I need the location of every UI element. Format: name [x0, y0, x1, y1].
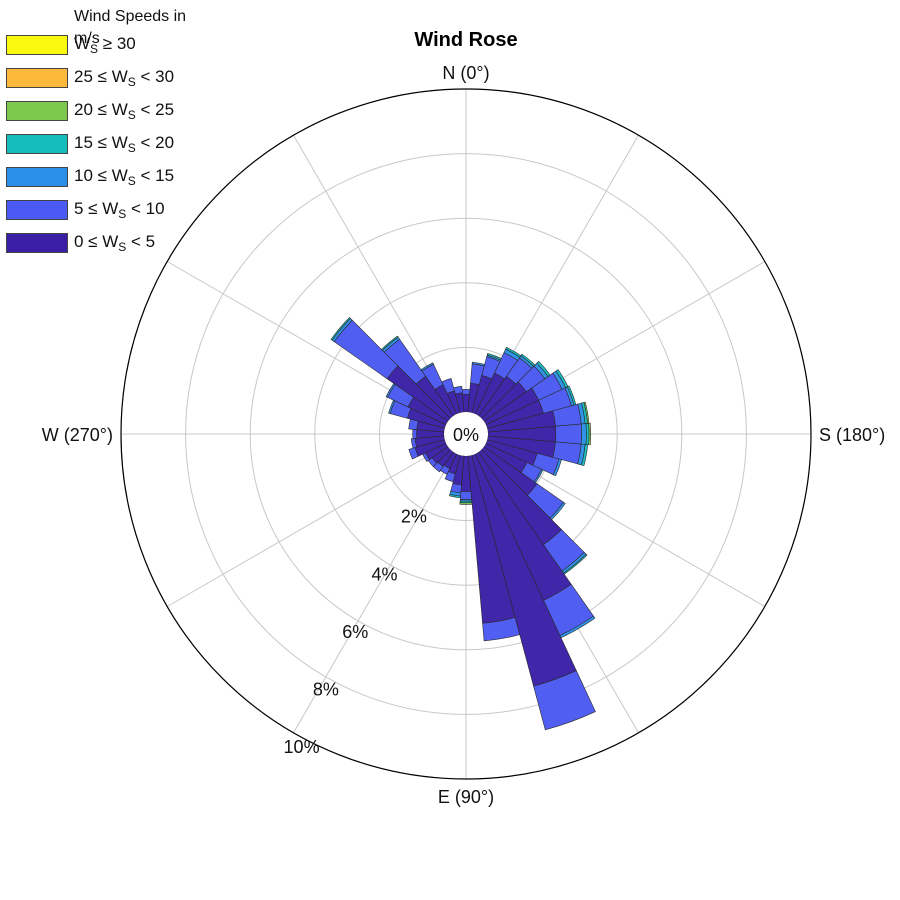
sector-bar — [588, 422, 592, 446]
sector-bar — [459, 502, 473, 505]
legend-title: Wind Speeds in m/s — [74, 8, 187, 47]
legend-swatch — [6, 166, 68, 187]
sector-bar — [559, 615, 596, 639]
sector-bar — [486, 353, 502, 361]
legend-label: 5 ≤ WS < 10 — [74, 198, 165, 221]
center-hole — [444, 412, 488, 456]
legend-swatch — [6, 232, 68, 253]
legend-item: 10 ≤ WS < 15 — [6, 160, 211, 193]
legend-label: 10 ≤ WS < 15 — [74, 165, 175, 188]
radial-tick-label: 6% — [342, 622, 368, 642]
sector-bar — [566, 385, 577, 406]
legend-label: 0 ≤ WS < 5 — [74, 231, 156, 254]
chart-title: Wind Rose — [414, 29, 517, 51]
sector-bar — [471, 361, 486, 367]
sector-bar — [412, 429, 418, 439]
legend-label: 15 ≤ WS < 20 — [74, 132, 175, 155]
sector-bar — [520, 353, 536, 367]
polar-boundary — [120, 88, 812, 780]
sector-bar — [549, 501, 566, 521]
legend-label: WS ≥ 30 — [74, 33, 136, 56]
legend-item: 15 ≤ WS < 20 — [6, 127, 211, 160]
direction-label: E (90°) — [438, 787, 494, 807]
axis-labels: 0% 2% 4% 6% 8% 10% N (0°) E (90°) S (180°) W (270… — [42, 63, 885, 807]
radial-tick-label: 10% — [284, 737, 320, 757]
legend-item: 0 ≤ WS < 5 — [6, 226, 211, 259]
legend-swatch — [6, 67, 68, 88]
legend-swatch — [6, 199, 68, 220]
sector-bar — [408, 447, 419, 460]
legend-swatch — [6, 34, 68, 55]
legend-item: 25 ≤ WS < 30 — [6, 61, 211, 94]
legend-swatch — [6, 100, 68, 121]
sector-bar — [536, 360, 551, 377]
legend-swatch — [6, 133, 68, 154]
sector-bar — [555, 369, 569, 388]
sector-bar — [555, 423, 582, 445]
legend-label: 25 ≤ WS < 30 — [74, 66, 175, 89]
legend: Wind Speeds in m/s WS ≥ 30 25 ≤ WS < 30 20… — [6, 6, 211, 259]
sector-bar — [432, 461, 444, 473]
sector-bar — [459, 490, 473, 500]
sector-bar — [388, 399, 396, 415]
legend-items: WS ≥ 30 25 ≤ WS < 30 20 ≤ WS < 25 15 ≤ WS <… — [6, 28, 211, 259]
sector-bar — [385, 382, 396, 398]
sector-bar — [408, 418, 419, 431]
legend-item: 20 ≤ WS < 25 — [6, 94, 211, 127]
sector-bar — [461, 389, 471, 395]
sector-bar — [580, 423, 587, 445]
legend-item: 5 ≤ WS < 10 — [6, 193, 211, 226]
sector-bar — [422, 452, 430, 462]
center-label: 0% — [453, 425, 479, 445]
direction-label: S (180°) — [819, 425, 885, 445]
wind-sectors — [330, 317, 596, 731]
direction-label: W (270°) — [42, 425, 113, 445]
grid-spoke — [293, 452, 456, 734]
sector-bar — [583, 401, 590, 424]
sector-bar — [330, 317, 351, 341]
direction-label: N (0°) — [442, 63, 489, 83]
sector-bar — [533, 670, 596, 731]
sector-bar — [563, 553, 588, 575]
radial-tick-label: 2% — [401, 507, 427, 527]
sector-bar — [505, 346, 522, 358]
legend-item: WS ≥ 30 — [6, 28, 211, 61]
radial-tick-label: 4% — [372, 564, 398, 584]
grid-spoke — [166, 444, 448, 607]
radial-tick-label: 8% — [313, 679, 339, 699]
legend-label: 20 ≤ WS < 25 — [74, 99, 175, 122]
